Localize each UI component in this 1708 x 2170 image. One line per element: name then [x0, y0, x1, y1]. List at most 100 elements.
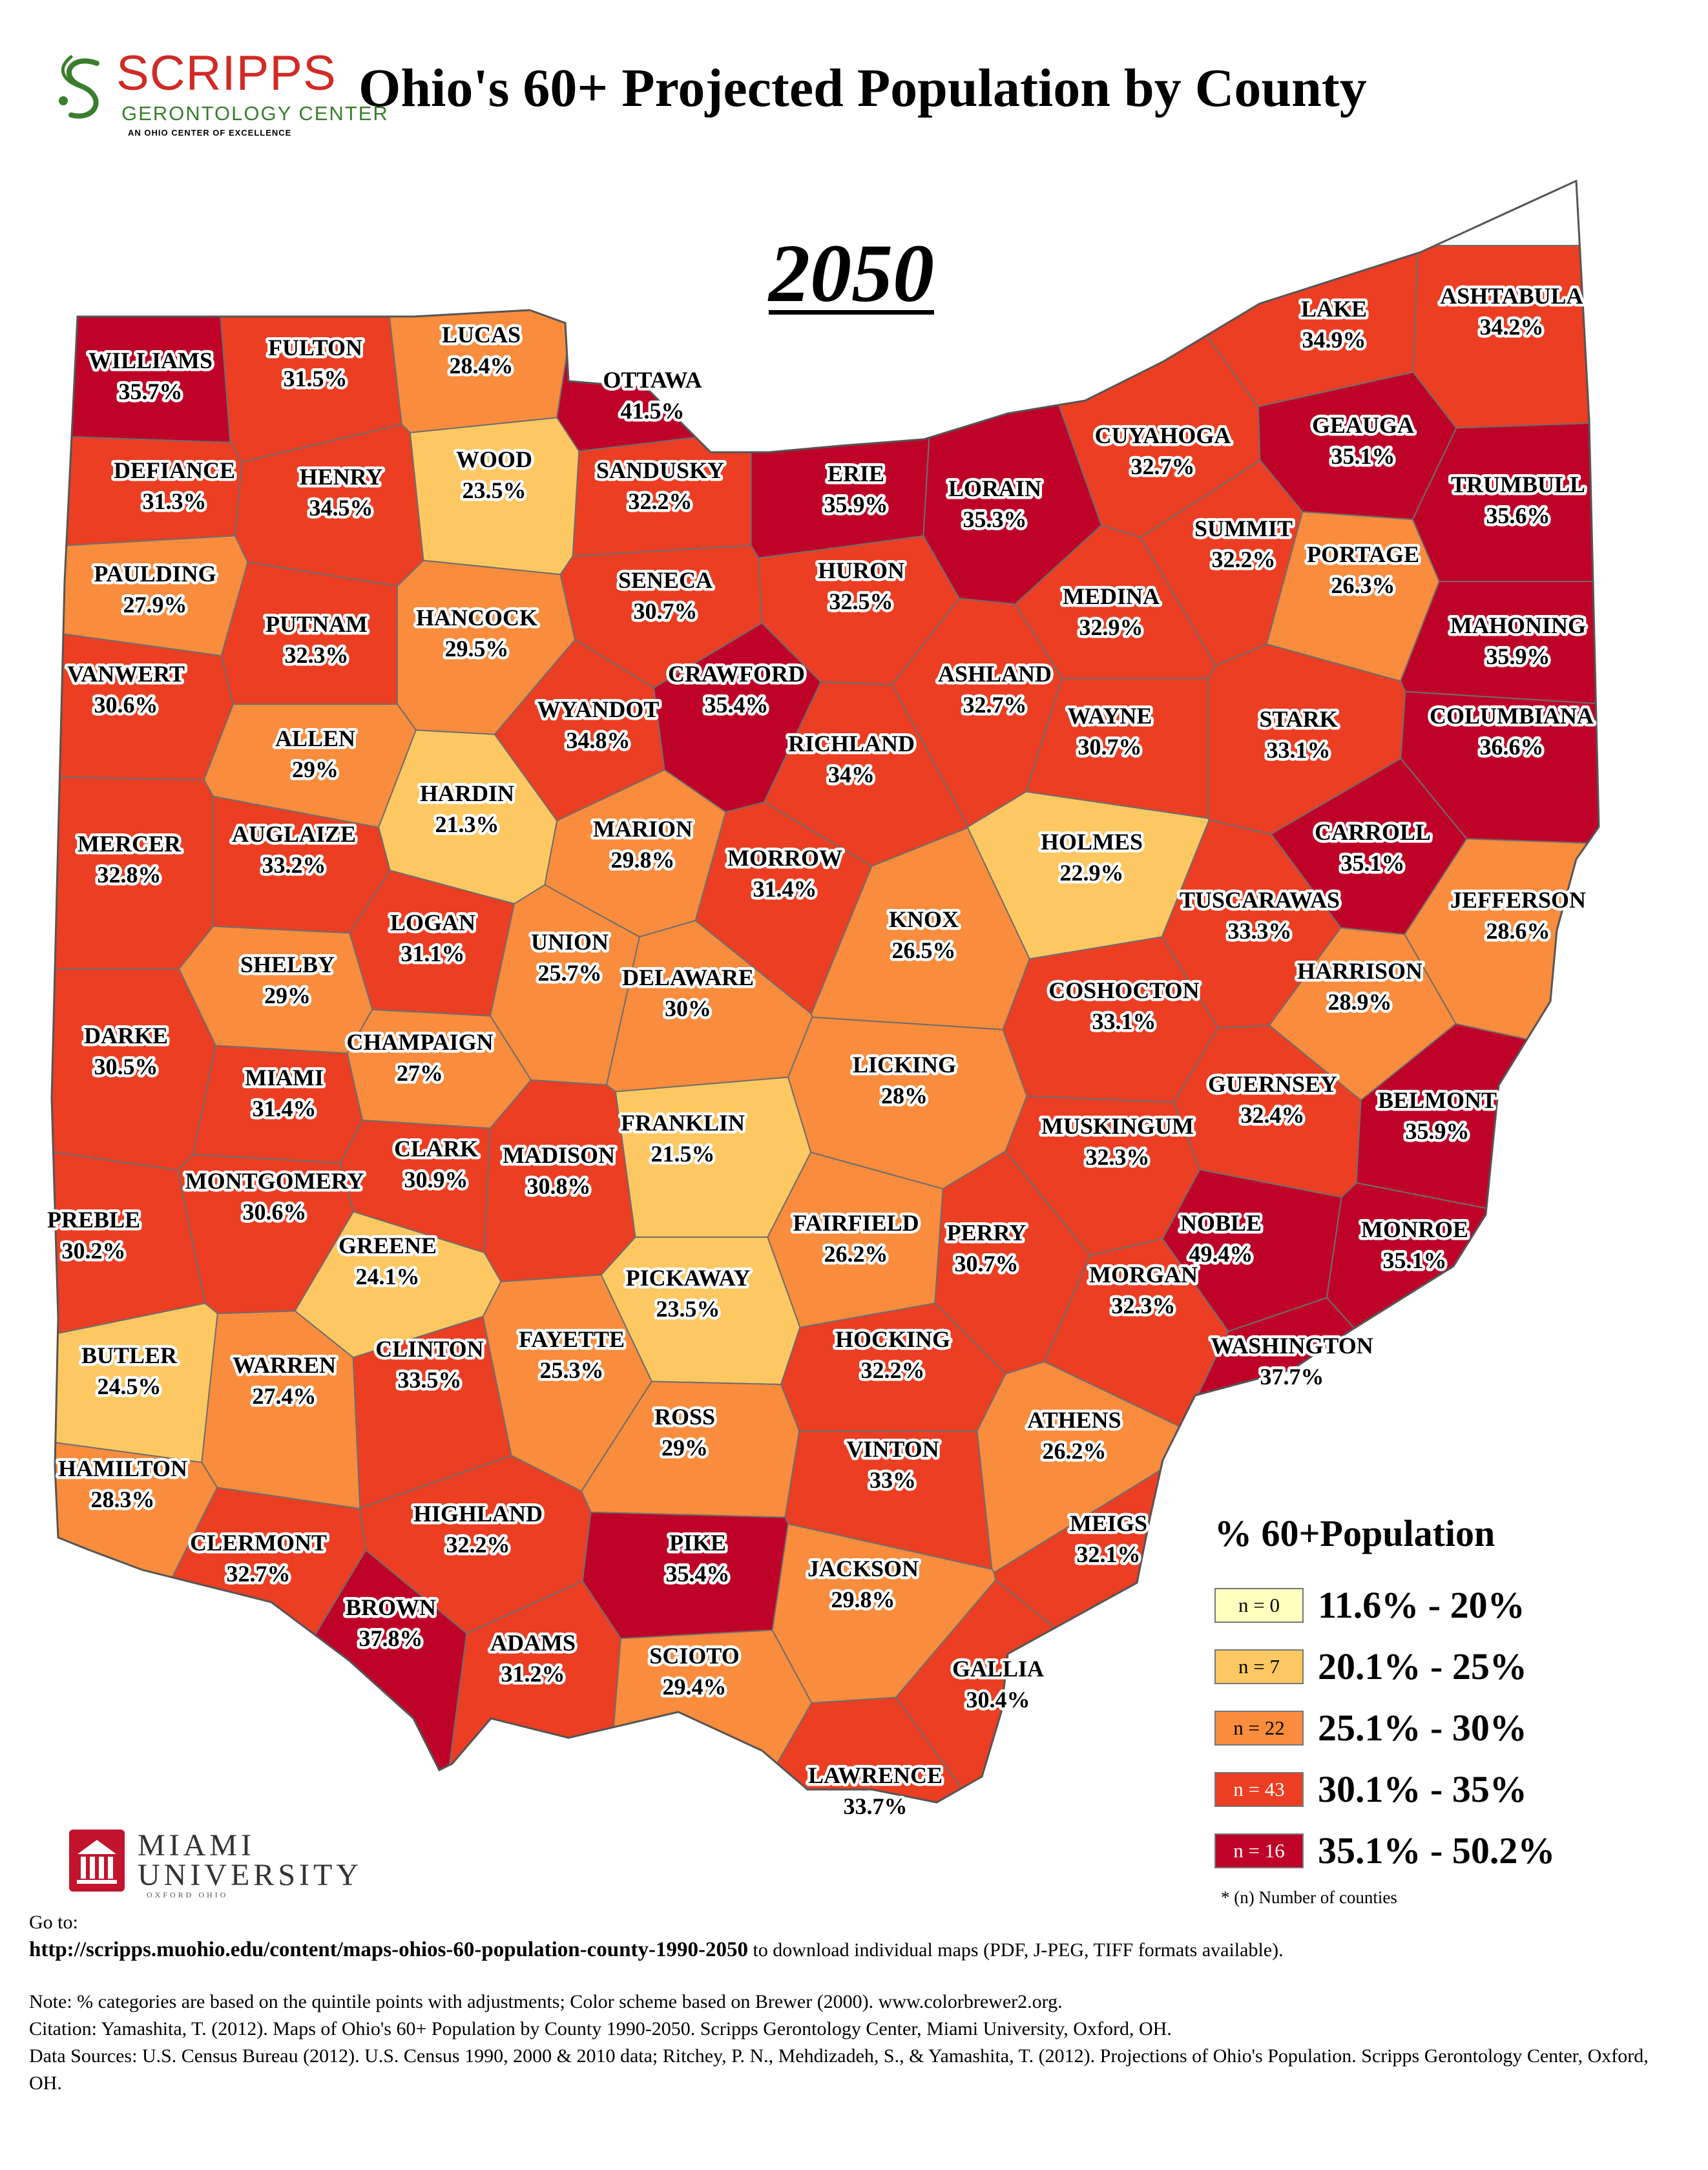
- county-value-label: 32.9%: [1079, 614, 1143, 640]
- county-value-label: 31.5%: [284, 366, 348, 391]
- legend-swatch: n = 0: [1214, 1587, 1304, 1623]
- county-value-label: 35.3%: [963, 506, 1027, 532]
- legend-swatch: n = 43: [1214, 1771, 1304, 1807]
- county-value-label: 35.9%: [1406, 1118, 1470, 1144]
- county-name-label: DEFIANCE: [114, 457, 235, 483]
- county-name-label: VINTON: [846, 1436, 939, 1462]
- county-name-label: GEAUGA: [1312, 412, 1414, 438]
- county-value-label: 34.9%: [1302, 327, 1366, 353]
- legend-range: 20.1% - 25%: [1318, 1645, 1527, 1687]
- download-link-suffix: to download individual maps (PDF, J-PEG,…: [747, 1939, 1284, 1961]
- county-value-label: 29%: [292, 756, 338, 782]
- county-name-label: LAKE: [1301, 296, 1367, 322]
- map-year: 2050: [769, 227, 934, 319]
- county-value-label: 32.8%: [98, 862, 161, 888]
- scripps-s-mark-icon: [59, 55, 99, 119]
- county-name-label: ASHTABULA: [1440, 283, 1583, 309]
- county-value-label: 29.8%: [831, 1587, 895, 1612]
- county-lawrence: [713, 1696, 1025, 1802]
- county-name-label: MIAMI: [245, 1065, 324, 1090]
- county-value-label: 21.3%: [435, 811, 499, 837]
- county-value-label: 35.1%: [1341, 850, 1405, 876]
- state-outline: [50, 179, 1600, 1804]
- county-value-label: 26.2%: [1043, 1438, 1107, 1464]
- county-name-label: HOCKING: [835, 1326, 950, 1352]
- county-name-label: CUYAHOGA: [1095, 423, 1231, 448]
- county-value-label: 25.7%: [538, 960, 602, 986]
- county-name-label: GREENE: [338, 1233, 437, 1258]
- county-name-label: BUTLER: [81, 1342, 178, 1368]
- legend-note: * (n) Number of counties: [1221, 1888, 1397, 1907]
- download-link[interactable]: http://scripps.muohio.edu/content/maps-o…: [29, 1938, 748, 1961]
- county-value-label: 29.4%: [663, 1674, 727, 1700]
- county-value-label: 26.3%: [1331, 572, 1395, 598]
- county-value-label: 28.3%: [91, 1487, 155, 1512]
- county-name-label: ASHLAND: [938, 661, 1052, 687]
- county-value-label: 31.3%: [143, 488, 207, 514]
- county-value-label: 32.4%: [1241, 1102, 1305, 1128]
- county-value-label: 30.2%: [62, 1238, 126, 1264]
- county-name-label: MUSKINGUM: [1041, 1113, 1194, 1139]
- county-name-label: MONROE: [1361, 1216, 1468, 1242]
- county-value-label: 32.7%: [1131, 454, 1195, 479]
- county-name-label: SHELBY: [240, 952, 335, 977]
- logo-tagline: AN OHIO CENTER OF EXCELLENCE: [128, 128, 292, 138]
- footer-sources: Data Sources: U.S. Census Bureau (2012).…: [29, 2045, 1649, 2094]
- county-name-label: CLARK: [394, 1136, 478, 1162]
- county-name-label: ATHENS: [1027, 1407, 1121, 1433]
- legend-title: % 60+Population: [1214, 1512, 1495, 1554]
- miami-university-logo: MIAMI UNIVERSITY OXFORD OHIO: [68, 1828, 365, 1899]
- county-name-label: WASHINGTON: [1211, 1333, 1373, 1359]
- legend-item: n = 43 30.1% - 35%: [1214, 1758, 1667, 1820]
- legend-range: 25.1% - 30%: [1318, 1707, 1527, 1749]
- county-name-label: CRAWFORD: [668, 661, 805, 687]
- miami-seal-icon: [69, 1830, 125, 1892]
- county-name-label: BROWN: [346, 1594, 436, 1620]
- county-name-label: MEDINA: [1063, 583, 1160, 609]
- county-name-label: HARDIN: [420, 780, 514, 806]
- county-name-label: STARK: [1259, 706, 1337, 732]
- county-value-label: 33.1%: [1092, 1008, 1156, 1034]
- county-value-label: 29%: [264, 983, 311, 1008]
- county-value-label: 34%: [828, 762, 875, 788]
- county-name-label: CLINTON: [375, 1336, 483, 1362]
- county-value-label: 34.2%: [1480, 314, 1544, 340]
- county-name-label: HOLMES: [1041, 829, 1143, 855]
- county-value-label: 35.4%: [705, 692, 769, 718]
- county-name-label: MORROW: [727, 845, 842, 871]
- miami-sub: OXFORD OHIO: [147, 1890, 229, 1899]
- county-mahoning: [1399, 581, 1599, 711]
- county-name-label: CHAMPAIGN: [346, 1029, 493, 1055]
- county-value-label: 25.3%: [540, 1357, 604, 1383]
- county-value-label: 30.8%: [527, 1173, 591, 1199]
- county-value-label: 33%: [870, 1467, 916, 1493]
- county-name-label: PUTNAM: [266, 611, 368, 637]
- footer-goto: Go to:: [29, 1912, 78, 1933]
- county-name-label: PERRY: [947, 1220, 1026, 1246]
- county-name-label: PORTAGE: [1307, 541, 1419, 567]
- county-name-label: JACKSON: [807, 1556, 919, 1581]
- page-title: Ohio's 60+ Projected Population by Count…: [359, 58, 1367, 118]
- county-value-label: 29.5%: [445, 636, 509, 662]
- county-value-label: 35.1%: [1331, 443, 1395, 469]
- county-value-label: 28.6%: [1486, 918, 1550, 944]
- county-name-label: LAWRENCE: [808, 1762, 943, 1788]
- logo-subtitle: GERONTOLOGY CENTER: [121, 102, 389, 125]
- legend-item: n = 7 20.1% - 25%: [1214, 1636, 1667, 1697]
- county-name-label: ROSS: [654, 1404, 715, 1430]
- county-value-label: 24.5%: [98, 1373, 161, 1399]
- county-name-label: RICHLAND: [788, 731, 915, 756]
- county-value-label: 30.6%: [94, 692, 158, 718]
- county-value-label: 28%: [881, 1083, 928, 1109]
- county-value-label: 34.5%: [309, 495, 373, 521]
- legend-swatch: n = 22: [1214, 1710, 1304, 1746]
- county-name-label: SCIOTO: [649, 1643, 739, 1669]
- county-name-label: PAULDING: [94, 561, 216, 587]
- county-value-label: 29.8%: [611, 847, 675, 873]
- county-name-label: HAMILTON: [58, 1455, 187, 1481]
- county-name-label: WYANDOT: [537, 696, 660, 722]
- county-name-label: SANDUSKY: [596, 457, 724, 483]
- county-name-label: CARROLL: [1315, 819, 1431, 845]
- county-value-label: 30%: [665, 996, 711, 1021]
- county-value-label: 41.5%: [621, 398, 685, 424]
